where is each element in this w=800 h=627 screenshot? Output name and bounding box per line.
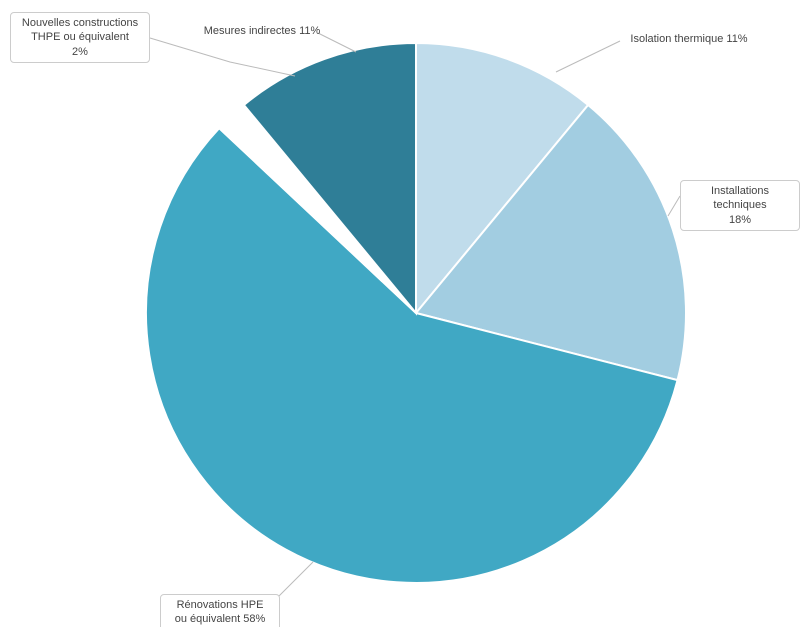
- slice-label-line: Rénovations HPE: [177, 599, 264, 611]
- slice-label-line: THPE ou équivalent: [31, 31, 129, 43]
- pie-chart: Isolation thermique 11% Installations tec…: [0, 0, 800, 627]
- slice-label-line: Isolation thermique 11%: [630, 33, 747, 45]
- slice-label-line: Mesures indirectes 11%: [204, 25, 321, 37]
- slice-label: Isolation thermique 11%: [624, 30, 754, 48]
- label-connector: [668, 196, 680, 216]
- slice-label: Mesures indirectes 11%: [192, 22, 332, 40]
- label-connector: [150, 38, 295, 76]
- slice-label-line: Nouvelles constructions: [22, 17, 138, 29]
- slice-label-line: ou équivalent 58%: [175, 613, 266, 625]
- label-connector: [556, 41, 620, 72]
- slice-label: Rénovations HPE ou équivalent 58%: [160, 594, 280, 627]
- slice-label-line: 18%: [729, 214, 751, 226]
- slice-label: Installations techniques 18%: [680, 180, 800, 231]
- label-connector: [278, 562, 313, 597]
- slice-label-line: Installations techniques: [711, 185, 769, 211]
- pie-svg: [0, 0, 800, 627]
- slice-label-line: 2%: [72, 46, 88, 58]
- slice-label: Nouvelles constructions THPE ou équivalen…: [10, 12, 150, 63]
